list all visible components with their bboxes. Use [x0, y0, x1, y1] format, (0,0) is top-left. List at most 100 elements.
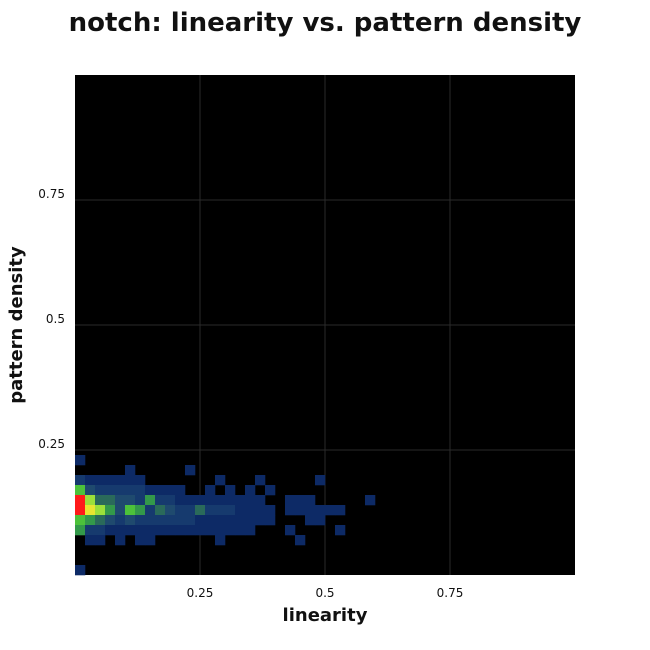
- heatmap-cell: [75, 495, 86, 506]
- heatmap-cell: [105, 495, 116, 506]
- heatmap-cell: [135, 525, 146, 536]
- y-tick-label: 0.5: [46, 312, 65, 326]
- heatmap-cell: [85, 485, 96, 496]
- heatmap-cell: [125, 525, 136, 536]
- heatmap-cell: [135, 485, 146, 496]
- heatmap-cell: [115, 485, 126, 496]
- heatmap-cell: [105, 485, 116, 496]
- heatmap-cell: [215, 515, 226, 526]
- heatmap-cell: [305, 515, 316, 526]
- heatmap-cell: [295, 505, 306, 516]
- heatmap-cell: [175, 505, 186, 516]
- heatmap-cell: [225, 495, 236, 506]
- heatmap-cell: [185, 505, 196, 516]
- heatmap-cell: [305, 495, 316, 506]
- chart-title: notch: linearity vs. pattern density: [68, 8, 582, 38]
- heatmap-cell: [95, 535, 106, 546]
- heatmap-cell: [255, 495, 266, 506]
- heatmap-cell: [135, 535, 146, 546]
- heatmap-cell: [205, 505, 216, 516]
- heatmap-cell: [215, 505, 226, 516]
- heatmap-cell: [115, 535, 126, 546]
- heatmap-cell: [95, 495, 106, 506]
- heatmap-cell: [105, 515, 116, 526]
- heatmap-cell: [115, 495, 126, 506]
- heatmap-cell: [115, 505, 126, 516]
- heatmap-cell: [205, 515, 216, 526]
- heatmap-cell: [135, 475, 146, 486]
- heatmap-cell: [285, 525, 296, 536]
- heatmap-cell: [335, 525, 346, 536]
- heatmap-cell: [135, 515, 146, 526]
- heatmap-cell: [75, 515, 86, 526]
- y-tick-label: 0.75: [38, 187, 65, 201]
- heatmap-cell: [215, 475, 226, 486]
- heatmap-cell: [85, 535, 96, 546]
- heatmap-cell: [235, 495, 246, 506]
- heatmap-cell: [85, 475, 96, 486]
- heatmap-cell: [365, 495, 376, 506]
- x-axis-label: linearity: [283, 605, 368, 626]
- heatmap-cell: [165, 515, 176, 526]
- heatmap-cell: [95, 485, 106, 496]
- heatmap-cell: [245, 515, 256, 526]
- heatmap-cell: [185, 465, 196, 476]
- heatmap-cell: [245, 485, 256, 496]
- heatmap-cell: [95, 505, 106, 516]
- heatmap-cell: [135, 495, 146, 506]
- heatmap-cell: [285, 505, 296, 516]
- x-tick-label: 0.75: [437, 586, 464, 600]
- heatmap-cells: [75, 455, 376, 576]
- heatmap-cell: [185, 525, 196, 536]
- heatmap-cell: [195, 495, 206, 506]
- heatmap-cell: [155, 505, 166, 516]
- heatmap-cell: [315, 515, 326, 526]
- heatmap-cell: [175, 525, 186, 536]
- heatmap-cell: [185, 515, 196, 526]
- heatmap-cell: [245, 525, 256, 536]
- y-axis-ticks: 0.25 0.5 0.75: [38, 187, 65, 451]
- heatmap-cell: [265, 515, 276, 526]
- heatmap-cell: [145, 495, 156, 506]
- heatmap-cell: [75, 455, 86, 466]
- heatmap-cell: [75, 505, 86, 516]
- heatmap-cell: [305, 505, 316, 516]
- heatmap-cell: [165, 525, 176, 536]
- heatmap-cell: [225, 485, 236, 496]
- heatmap-cell: [215, 535, 226, 546]
- x-tick-label: 0.5: [315, 586, 334, 600]
- heatmap-cell: [175, 485, 186, 496]
- heatmap-cell: [165, 505, 176, 516]
- heatmap-cell: [235, 515, 246, 526]
- heatmap-cell: [155, 515, 166, 526]
- heatmap-cell: [75, 565, 86, 576]
- heatmap-cell: [85, 495, 96, 506]
- heatmap-cell: [115, 475, 126, 486]
- heatmap-cell: [95, 515, 106, 526]
- heatmap-cell: [205, 485, 216, 496]
- heatmap-cell: [125, 505, 136, 516]
- heatmap-cell: [245, 505, 256, 516]
- heatmap-cell: [125, 515, 136, 526]
- heatmap-cell: [85, 505, 96, 516]
- heatmap-cell: [75, 475, 86, 486]
- heatmap-cell: [245, 495, 256, 506]
- heatmap-cell: [155, 525, 166, 536]
- heatmap-cell: [295, 495, 306, 506]
- heatmap-cell: [325, 505, 336, 516]
- heatmap-cell: [185, 495, 196, 506]
- y-axis-label: pattern density: [6, 246, 27, 404]
- heatmap-cell: [225, 515, 236, 526]
- heatmap-cell: [75, 485, 86, 496]
- heatmap-cell: [145, 485, 156, 496]
- heatmap-cell: [145, 515, 156, 526]
- heatmap-cell: [205, 495, 216, 506]
- heatmap-cell: [145, 525, 156, 536]
- y-tick-label: 0.25: [38, 437, 65, 451]
- heatmap-cell: [265, 505, 276, 516]
- heatmap-cell: [195, 525, 206, 536]
- x-axis-ticks: 0.25 0.5 0.75: [187, 586, 464, 600]
- heatmap-cell: [125, 465, 136, 476]
- heatmap-cell: [75, 525, 86, 536]
